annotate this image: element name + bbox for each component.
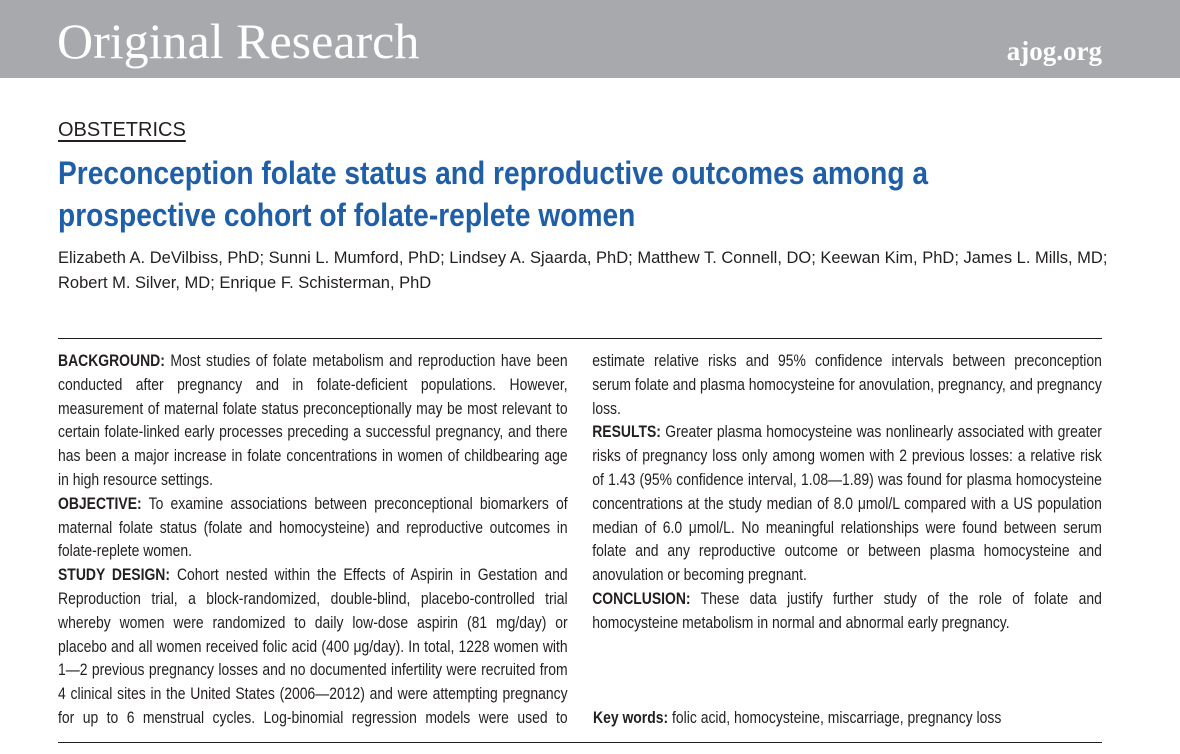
section-text: Greater plasma homocysteine was nonlinea…: [592, 422, 1102, 585]
keywords: Key words: folic acid, homocysteine, mis…: [593, 706, 1101, 730]
keywords-text: folic acid, homocysteine, miscarriage, p…: [672, 708, 1002, 727]
abstract-section: BACKGROUND: Most studies of folate metab…: [58, 349, 568, 492]
abstract: BACKGROUND: Most studies of folate metab…: [58, 349, 1102, 730]
rule: [58, 338, 1102, 339]
section-title: Original Research: [57, 13, 420, 69]
section-label: STUDY DESIGN:: [58, 565, 171, 585]
keywords-label: Key words:: [593, 708, 669, 727]
header-bar: [0, 0, 1180, 78]
section-text: Cohort nested within the Effects of Aspi…: [58, 351, 1102, 727]
section-label: CONCLUSION:: [592, 588, 691, 608]
category: OBSTETRICS: [58, 119, 186, 141]
abstract-section: RESULTS: Greater plasma homocysteine was…: [592, 420, 1102, 587]
section-label: OBJECTIVE:: [58, 493, 142, 513]
article-title: Preconception folate status and reproduc…: [58, 155, 929, 233]
abstract-section: CONCLUSION: These data justify further s…: [592, 587, 1102, 635]
section-text: To examine associations between preconce…: [58, 493, 568, 561]
section-text: Most studies of folate metabolism and re…: [58, 351, 568, 489]
section-text: These data justify further study of the …: [592, 588, 1102, 632]
abstract-section: OBJECTIVE: To examine associations betwe…: [58, 492, 568, 563]
rule: [58, 742, 1102, 743]
section-label: RESULTS:: [592, 422, 661, 442]
site-link[interactable]: ajog.org: [1006, 36, 1102, 66]
authors: Elizabeth A. DeVilbiss, PhD; Sunni L. Mu…: [58, 249, 1108, 292]
section-label: BACKGROUND:: [58, 351, 165, 370]
abstract-section: STUDY DESIGN: Cohort nested within the E…: [58, 349, 1102, 730]
